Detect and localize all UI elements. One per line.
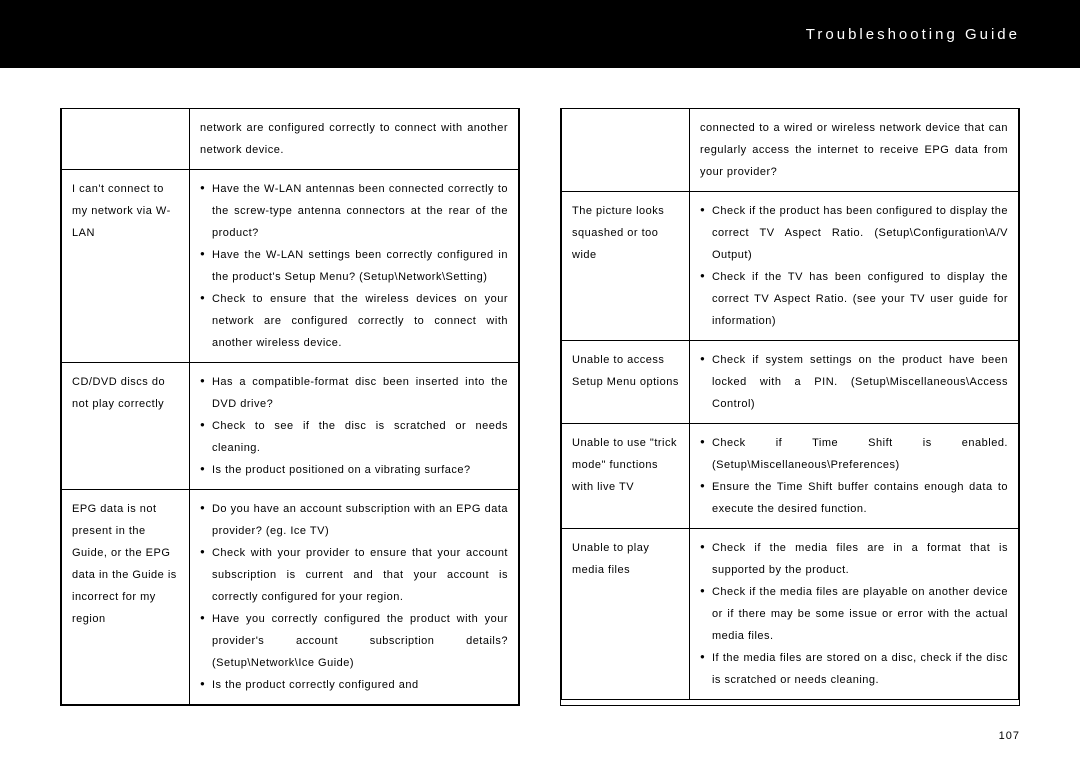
left-row-2-issue: CD/DVD discs do not play correctly <box>62 363 190 490</box>
right-row-2: Unable to access Setup Menu options Chec… <box>562 341 1019 424</box>
left-row-2-list: Has a compatible-format disc been insert… <box>200 371 508 481</box>
right-row-0-cont: connected to a wired or wireless network… <box>700 117 1008 183</box>
left-row-3-list: Do you have an account subscription with… <box>200 498 508 696</box>
left-row-1: I can't connect to my network via W-LAN … <box>62 170 519 363</box>
left-table: network are configured correctly to conn… <box>61 109 519 705</box>
left-row-0: network are configured correctly to conn… <box>62 109 519 170</box>
left-row-0-solution: network are configured correctly to conn… <box>189 109 518 170</box>
right-row-4: Unable to play media files Check if the … <box>562 529 1019 700</box>
left-row-0-cont: network are configured correctly to conn… <box>200 117 508 161</box>
left-row-2: CD/DVD discs do not play correctly Has a… <box>62 363 519 490</box>
list-item: Check if the product has been configured… <box>700 200 1008 266</box>
list-item: Have the W-LAN antennas been connected c… <box>200 178 508 244</box>
list-item: Has a compatible-format disc been insert… <box>200 371 508 415</box>
list-item: Check if system settings on the product … <box>700 349 1008 415</box>
list-item: Is the product positioned on a vibrating… <box>200 459 508 481</box>
list-item: Check if the TV has been configured to d… <box>700 266 1008 332</box>
right-row-2-list: Check if system settings on the product … <box>700 349 1008 415</box>
list-item: Have the W-LAN settings been correctly c… <box>200 244 508 288</box>
right-row-1-issue: The picture looks squashed or too wide <box>562 192 690 341</box>
right-row-2-issue: Unable to access Setup Menu options <box>562 341 690 424</box>
left-row-1-list: Have the W-LAN antennas been connected c… <box>200 178 508 354</box>
left-row-3-issue: EPG data is not present in the Guide, or… <box>62 490 190 705</box>
left-row-1-solution: Have the W-LAN antennas been connected c… <box>189 170 518 363</box>
list-item: Do you have an account subscription with… <box>200 498 508 542</box>
right-row-0-solution: connected to a wired or wireless network… <box>689 109 1018 192</box>
left-column: network are configured correctly to conn… <box>60 108 520 706</box>
right-column: connected to a wired or wireless network… <box>560 108 1020 706</box>
list-item: Check to see if the disc is scratched or… <box>200 415 508 459</box>
left-row-3-solution: Do you have an account subscription with… <box>189 490 518 705</box>
right-row-1-list: Check if the product has been configured… <box>700 200 1008 332</box>
right-table: connected to a wired or wireless network… <box>561 109 1019 700</box>
page-number: 107 <box>0 726 1080 742</box>
right-row-1-solution: Check if the product has been configured… <box>689 192 1018 341</box>
right-row-1: The picture looks squashed or too wide C… <box>562 192 1019 341</box>
page-header: Troubleshooting Guide <box>0 0 1080 68</box>
right-row-3-solution: Check if Time Shift is enabled. (Setup\M… <box>689 424 1018 529</box>
header-title: Troubleshooting Guide <box>806 26 1020 43</box>
left-row-2-solution: Has a compatible-format disc been insert… <box>189 363 518 490</box>
page-body: network are configured correctly to conn… <box>0 68 1080 726</box>
left-row-0-issue <box>62 109 190 170</box>
right-row-3-list: Check if Time Shift is enabled. (Setup\M… <box>700 432 1008 520</box>
list-item: If the media files are stored on a disc,… <box>700 647 1008 691</box>
right-row-4-issue: Unable to play media files <box>562 529 690 700</box>
list-item: Check with your provider to ensure that … <box>200 542 508 608</box>
list-item: Have you correctly configured the produc… <box>200 608 508 674</box>
right-row-3: Unable to use "trick mode" functions wit… <box>562 424 1019 529</box>
list-item: Check to ensure that the wireless device… <box>200 288 508 354</box>
right-row-4-list: Check if the media files are in a format… <box>700 537 1008 691</box>
list-item: Is the product correctly configured and <box>200 674 508 696</box>
list-item: Check if Time Shift is enabled. (Setup\M… <box>700 432 1008 476</box>
left-row-1-issue: I can't connect to my network via W-LAN <box>62 170 190 363</box>
right-row-3-issue: Unable to use "trick mode" functions wit… <box>562 424 690 529</box>
right-row-4-solution: Check if the media files are in a format… <box>689 529 1018 700</box>
right-row-2-solution: Check if system settings on the product … <box>689 341 1018 424</box>
list-item: Ensure the Time Shift buffer contains en… <box>700 476 1008 520</box>
list-item: Check if the media files are in a format… <box>700 537 1008 581</box>
list-item: Check if the media files are playable on… <box>700 581 1008 647</box>
right-row-0-issue <box>562 109 690 192</box>
left-row-3: EPG data is not present in the Guide, or… <box>62 490 519 705</box>
right-row-0: connected to a wired or wireless network… <box>562 109 1019 192</box>
